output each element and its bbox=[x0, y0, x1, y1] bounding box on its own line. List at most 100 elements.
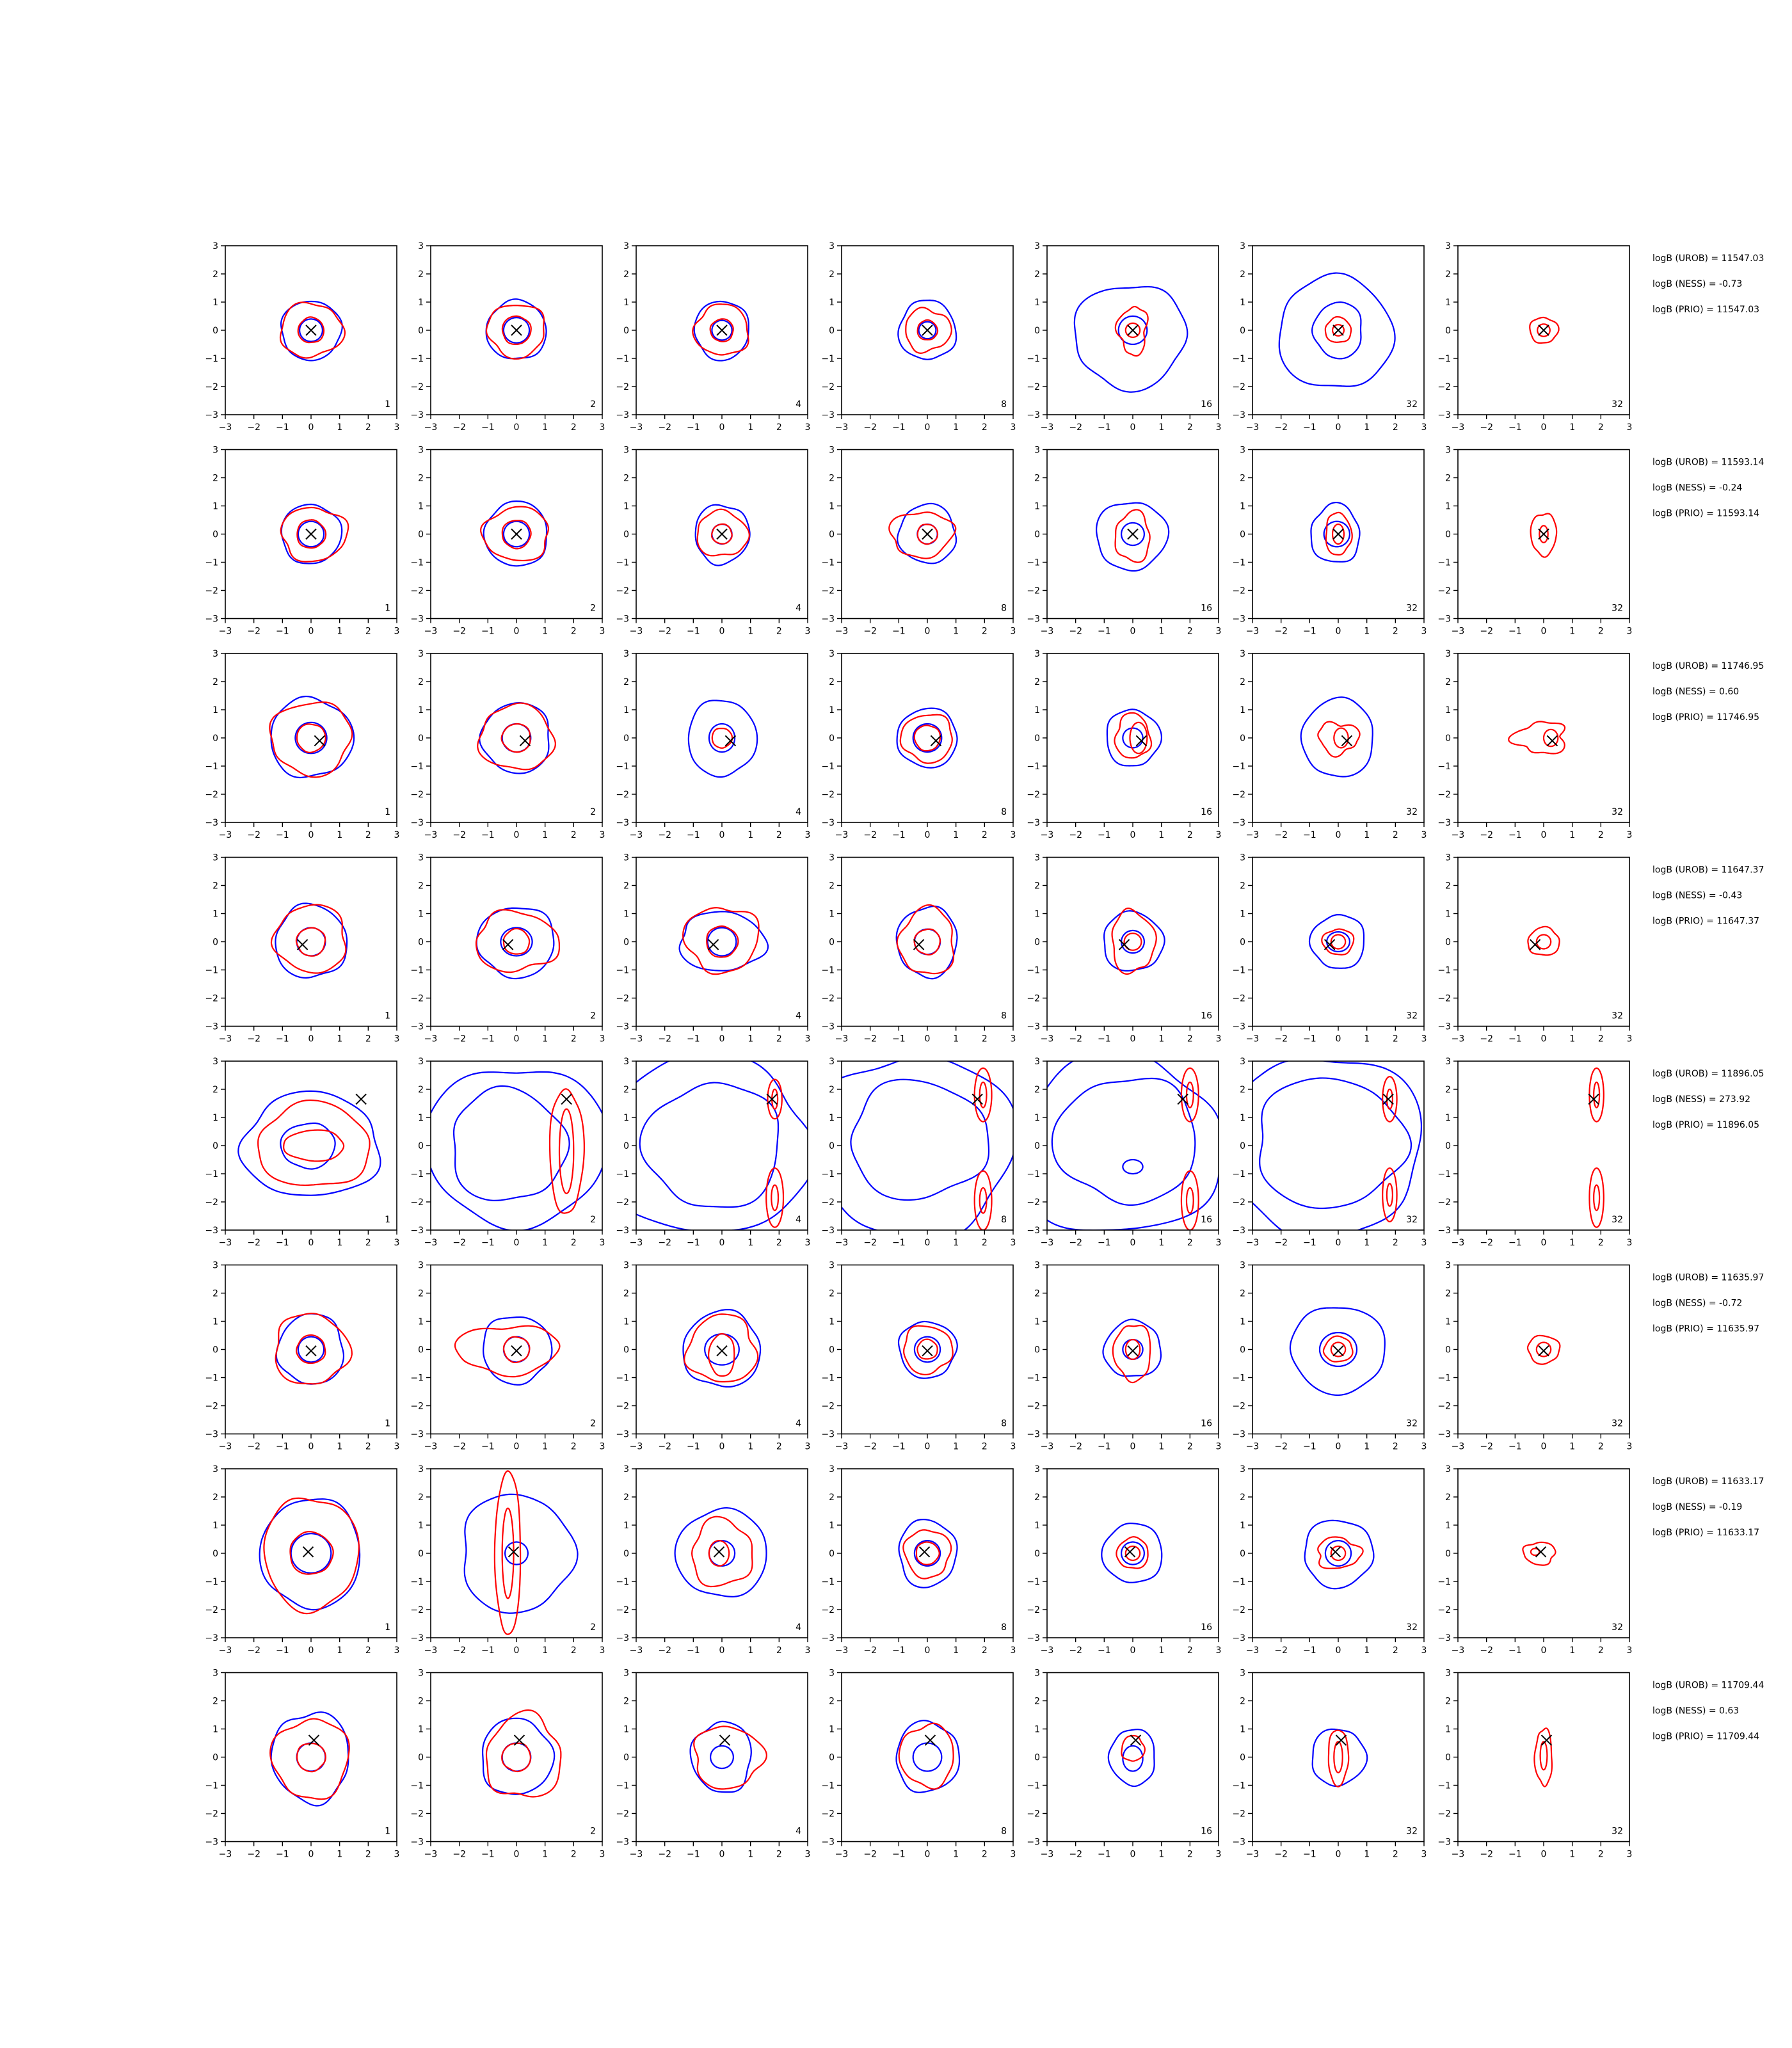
x-tick-label: 3 bbox=[394, 422, 400, 433]
y-tick-label: −3 bbox=[410, 1226, 424, 1236]
y-tick-label: −1 bbox=[410, 1577, 424, 1587]
y-tick-label: −2 bbox=[821, 790, 835, 800]
y-tick-label: 1 bbox=[623, 502, 629, 512]
x-marker bbox=[724, 735, 737, 747]
y-tick-label: 0 bbox=[418, 1141, 424, 1151]
x-tick-label: 2 bbox=[982, 1645, 988, 1656]
red-contour bbox=[896, 904, 955, 975]
x-tick-label: −3 bbox=[424, 1645, 438, 1656]
y-tick-label: 1 bbox=[212, 298, 218, 308]
y-tick-label: −3 bbox=[1027, 410, 1040, 420]
x-tick-label: −1 bbox=[1098, 1442, 1111, 1452]
x-tick-label: 3 bbox=[600, 1442, 605, 1452]
y-tick-label: −3 bbox=[1027, 1837, 1040, 1848]
plot-area bbox=[888, 502, 957, 564]
y-tick-label: 2 bbox=[1034, 881, 1040, 892]
blue-contour bbox=[694, 504, 751, 566]
subplot: −3−3 −2 −2 −1 −1 0 0 1 1 2 2 3 3 8 bbox=[821, 1464, 1016, 1656]
red-contour bbox=[1527, 925, 1560, 956]
panel-label: 32 bbox=[1406, 1622, 1418, 1633]
subplot: −3−3 −2 −2 −1 −1 0 0 1 1 2 2 3 3 8 bbox=[821, 1668, 1016, 1860]
blue-contour bbox=[1122, 1745, 1144, 1772]
x-tick-label: 3 bbox=[1011, 1034, 1016, 1044]
x-marker bbox=[519, 735, 531, 747]
subplot: −3−3 −2 −2 −1 −1 0 0 1 1 2 2 3 3 2 bbox=[410, 445, 605, 637]
y-tick-label: 1 bbox=[829, 1725, 835, 1735]
blue-contour bbox=[704, 1333, 740, 1366]
x-tick-label: 1 bbox=[542, 1442, 548, 1452]
x-tick-label: 2 bbox=[571, 830, 577, 840]
y-tick-label: 1 bbox=[212, 909, 218, 920]
x-marker bbox=[922, 324, 933, 336]
x-tick-label: −3 bbox=[1452, 422, 1465, 433]
panel-label: 16 bbox=[1201, 1011, 1212, 1021]
x-tick-label: 1 bbox=[748, 1034, 753, 1044]
x-tick-label: 0 bbox=[1336, 1645, 1341, 1656]
x-tick-label: 1 bbox=[1364, 1034, 1370, 1044]
panel-label: 8 bbox=[1001, 1011, 1007, 1021]
red-contour bbox=[548, 1088, 585, 1214]
x-tick-label: −1 bbox=[1303, 1034, 1316, 1044]
red-contour bbox=[1124, 1545, 1141, 1562]
y-tick-label: −1 bbox=[616, 1577, 629, 1587]
x-tick-label: −2 bbox=[247, 1034, 260, 1044]
x-tick-label: −3 bbox=[219, 830, 232, 840]
y-tick-label: −3 bbox=[616, 1226, 629, 1236]
x-tick-label: 0 bbox=[719, 830, 725, 840]
x-tick-label: −2 bbox=[863, 422, 877, 433]
blue-contour bbox=[1120, 522, 1146, 547]
blue-contour bbox=[1311, 1728, 1368, 1788]
blue-contour bbox=[1122, 1158, 1144, 1175]
axes-frame bbox=[225, 1672, 397, 1843]
red-contour bbox=[682, 907, 760, 975]
panel-label: 16 bbox=[1201, 807, 1212, 817]
subplot: −3−3 −2 −2 −1 −1 0 0 1 1 2 2 3 3 1 bbox=[205, 853, 399, 1044]
stat-text: logB (UROB) = 11547.03 bbox=[1652, 253, 1764, 264]
subplot: −3−3 −2 −2 −1 −1 0 0 1 1 2 2 3 3 32 bbox=[1437, 1261, 1632, 1452]
x-tick-label: 3 bbox=[394, 1034, 400, 1044]
y-tick-label: 2 bbox=[418, 1289, 424, 1299]
panel-label: 32 bbox=[1612, 604, 1623, 614]
blue-contour bbox=[431, 1071, 602, 1230]
y-tick-label: 1 bbox=[1240, 909, 1245, 920]
x-tick-label: −2 bbox=[1069, 1645, 1082, 1656]
x-tick-label: 1 bbox=[953, 627, 959, 637]
y-tick-label: 0 bbox=[1034, 530, 1040, 540]
x-tick-label: 1 bbox=[1158, 1645, 1164, 1656]
y-tick-label: −1 bbox=[205, 1781, 218, 1791]
x-tick-label: 3 bbox=[1627, 830, 1633, 840]
plot-area bbox=[896, 707, 958, 769]
y-tick-label: −1 bbox=[1027, 1373, 1040, 1384]
y-tick-label: −1 bbox=[1027, 762, 1040, 772]
x-tick-label: 0 bbox=[1130, 1850, 1136, 1860]
y-tick-label: −3 bbox=[410, 614, 424, 625]
y-tick-label: −1 bbox=[1027, 966, 1040, 976]
y-tick-label: −1 bbox=[410, 762, 424, 772]
y-tick-label: −2 bbox=[616, 382, 629, 392]
y-tick-label: −3 bbox=[1027, 1022, 1040, 1032]
x-tick-label: 3 bbox=[1011, 422, 1016, 433]
y-tick-label: 2 bbox=[418, 1697, 424, 1707]
x-marker bbox=[1324, 939, 1336, 950]
red-contour bbox=[280, 506, 349, 563]
subplot: −3−3 −2 −2 −1 −1 0 0 1 1 2 2 3 3 4 bbox=[616, 1668, 810, 1860]
y-tick-label: 3 bbox=[829, 1261, 835, 1271]
x-marker bbox=[511, 324, 522, 336]
y-tick-label: 0 bbox=[1445, 1141, 1451, 1151]
x-tick-label: −2 bbox=[452, 1034, 466, 1044]
axes-frame bbox=[1252, 653, 1425, 823]
x-tick-label: 0 bbox=[1130, 422, 1136, 433]
x-tick-label: −1 bbox=[1303, 422, 1316, 433]
y-tick-label: −2 bbox=[821, 1402, 835, 1412]
red-contour bbox=[283, 1129, 345, 1162]
blue-contour bbox=[711, 319, 733, 341]
x-tick-label: −3 bbox=[1246, 1850, 1260, 1860]
blue-contour bbox=[270, 1711, 349, 1807]
y-tick-label: 2 bbox=[1445, 1289, 1451, 1299]
x-tick-label: 3 bbox=[1011, 1442, 1016, 1452]
axes-frame bbox=[841, 1060, 1014, 1231]
panel-label: 2 bbox=[590, 1827, 596, 1837]
x-tick-label: 3 bbox=[805, 1850, 811, 1860]
x-tick-label: 3 bbox=[1627, 1850, 1633, 1860]
x-tick-label: −2 bbox=[1274, 1238, 1288, 1248]
